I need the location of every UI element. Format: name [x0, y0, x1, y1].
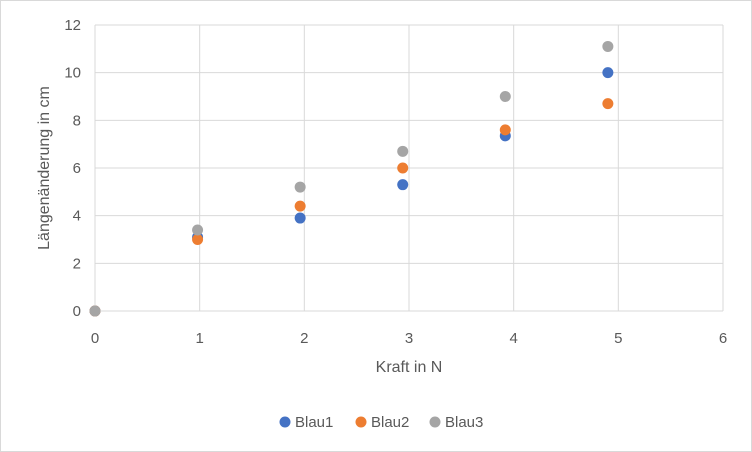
x-tick-label: 1 [195, 330, 203, 347]
y-tick-label: 6 [73, 160, 81, 177]
data-point [499, 91, 511, 102]
data-point [89, 305, 101, 317]
legend: Blau1 Blau2 Blau3 [279, 414, 483, 431]
x-axis-title: Kraft in N [376, 359, 443, 376]
x-tick-label: 2 [300, 330, 308, 347]
legend-marker [355, 416, 367, 428]
y-tick-label: 2 [73, 255, 81, 272]
y-tick-label: 8 [73, 112, 81, 129]
data-point [294, 200, 306, 212]
x-tick-label: 3 [405, 330, 413, 347]
y-axis-title: Längenänderung in cm [36, 86, 53, 250]
data-point [397, 162, 409, 174]
gridlines [94, 24, 724, 312]
y-tick-label: 0 [73, 303, 81, 320]
x-tick-label: 5 [614, 330, 622, 347]
data-series [89, 40, 614, 317]
data-point [192, 234, 204, 245]
data-point [602, 40, 614, 52]
x-tick-label: 4 [509, 330, 517, 347]
x-tick-label: 0 [91, 330, 99, 347]
data-point [397, 145, 409, 157]
data-point [602, 98, 614, 110]
data-point [294, 212, 306, 224]
data-point [192, 224, 204, 236]
y-tick-label: 4 [73, 208, 81, 225]
x-tick-label: 6 [719, 330, 727, 347]
data-point [602, 67, 614, 79]
legend-marker [279, 416, 291, 428]
legend-marker [429, 416, 441, 428]
legend-label: Blau3 [445, 414, 483, 431]
y-tick-label: 12 [64, 17, 81, 34]
y-tick-label: 10 [64, 65, 81, 82]
data-point [499, 124, 511, 136]
data-point [397, 179, 409, 191]
data-point [294, 181, 306, 193]
series-blau1 [89, 67, 614, 317]
series-blau3 [89, 40, 614, 317]
legend-label: Blau2 [371, 414, 409, 431]
legend-label: Blau1 [295, 414, 333, 431]
series-blau2 [89, 98, 614, 317]
